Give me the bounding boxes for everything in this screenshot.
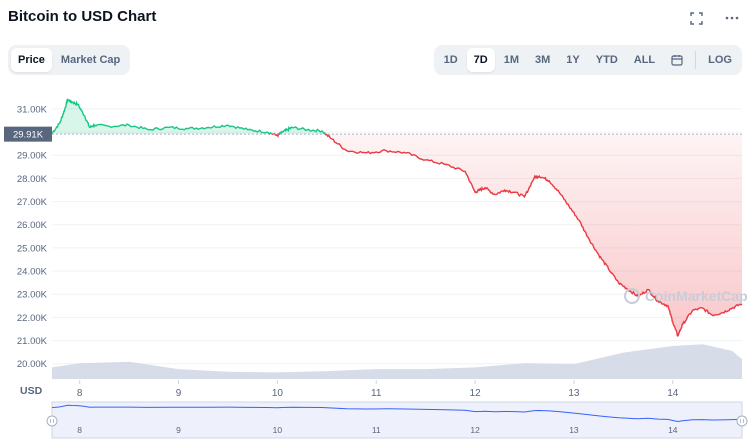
- y-tick-label: 20.00K: [17, 359, 48, 370]
- range-1y-button[interactable]: 1Y: [566, 54, 580, 66]
- y-tick-label: 29.00K: [17, 151, 48, 162]
- y-tick-label: 27.00K: [17, 197, 48, 208]
- tab-market-cap[interactable]: Market Cap: [60, 54, 121, 66]
- navigator-tick-label: 8: [77, 425, 82, 435]
- range-3m-button[interactable]: 3M: [535, 54, 551, 66]
- navigator-line: [51, 404, 743, 423]
- fullscreen-icon[interactable]: [688, 10, 704, 26]
- y-tick-label: 25.00K: [17, 243, 48, 254]
- navigator-tick-label: 10: [273, 425, 283, 435]
- watermark: CoinMarketCap: [624, 288, 748, 304]
- top-actions: [688, 10, 740, 26]
- navigator-tick-label: 11: [372, 425, 381, 435]
- navigator-tick-label: 12: [470, 425, 480, 435]
- x-tick-label: 11: [371, 388, 382, 399]
- navigator-tick-label: 14: [668, 425, 678, 435]
- currency-label: USD: [20, 385, 43, 397]
- chart-type-tabs: Price Market Cap: [8, 45, 131, 75]
- x-tick-label: 14: [667, 388, 679, 399]
- x-tick-label: 10: [272, 388, 284, 399]
- price-line-up: [51, 98, 328, 135]
- price-line-down: [268, 134, 743, 337]
- current-price-label: 29.91K: [13, 130, 44, 141]
- price-chart[interactable]: 31.00K30.00K29.00K28.00K27.00K26.00K25.0…: [0, 90, 750, 446]
- x-tick-label: 8: [77, 388, 83, 399]
- tab-price[interactable]: Price: [11, 48, 52, 72]
- watermark-text: CoinMarketCap: [645, 288, 748, 304]
- volume-area: [52, 344, 742, 379]
- range-ytd-button[interactable]: YTD: [595, 54, 618, 66]
- divider: [695, 51, 697, 69]
- range-7d-button[interactable]: 7D: [466, 48, 495, 72]
- y-tick-label: 24.00K: [17, 267, 48, 278]
- y-tick-label: 23.00K: [17, 290, 48, 301]
- price-area-up: [52, 99, 326, 135]
- range-navigator[interactable]: 8 9 10 11 12 13 14: [46, 401, 748, 439]
- navigator-track[interactable]: [51, 401, 743, 439]
- navigator-right-handle[interactable]: [736, 415, 748, 427]
- chart-title: Bitcoin to USD Chart: [8, 8, 157, 25]
- navigator-tick-label: 9: [176, 425, 181, 435]
- x-tick-label: 12: [470, 388, 482, 399]
- range-all-button[interactable]: ALL: [633, 54, 656, 66]
- navigator-tick-label: 13: [569, 425, 579, 435]
- range-1m-button[interactable]: 1M: [503, 54, 520, 66]
- y-tick-label: 21.00K: [17, 336, 48, 347]
- navigator-left-handle[interactable]: [46, 415, 58, 427]
- more-icon[interactable]: [724, 10, 740, 26]
- log-scale-button[interactable]: LOG: [708, 54, 732, 66]
- x-axis: 8 9 10 11 12 13 14: [77, 380, 679, 399]
- x-tick-label: 9: [176, 388, 182, 399]
- navigator-ticks: 8 9 10 11 12 13 14: [77, 425, 677, 435]
- y-tick-label: 22.00K: [17, 313, 48, 324]
- range-1d-button[interactable]: 1D: [443, 54, 458, 66]
- y-axis: 31.00K30.00K29.00K28.00K27.00K26.00K25.0…: [17, 104, 48, 370]
- y-tick-label: 31.00K: [17, 104, 48, 115]
- x-tick-label: 13: [568, 388, 580, 399]
- current-price-badge: 29.91K: [4, 126, 52, 142]
- price-area-down: [52, 134, 742, 336]
- range-selector: 1D 7D 1M 3M 1Y YTD ALL LOG: [433, 45, 742, 75]
- y-tick-label: 28.00K: [17, 174, 48, 185]
- calendar-icon[interactable]: [664, 48, 690, 72]
- y-tick-label: 26.00K: [17, 220, 48, 231]
